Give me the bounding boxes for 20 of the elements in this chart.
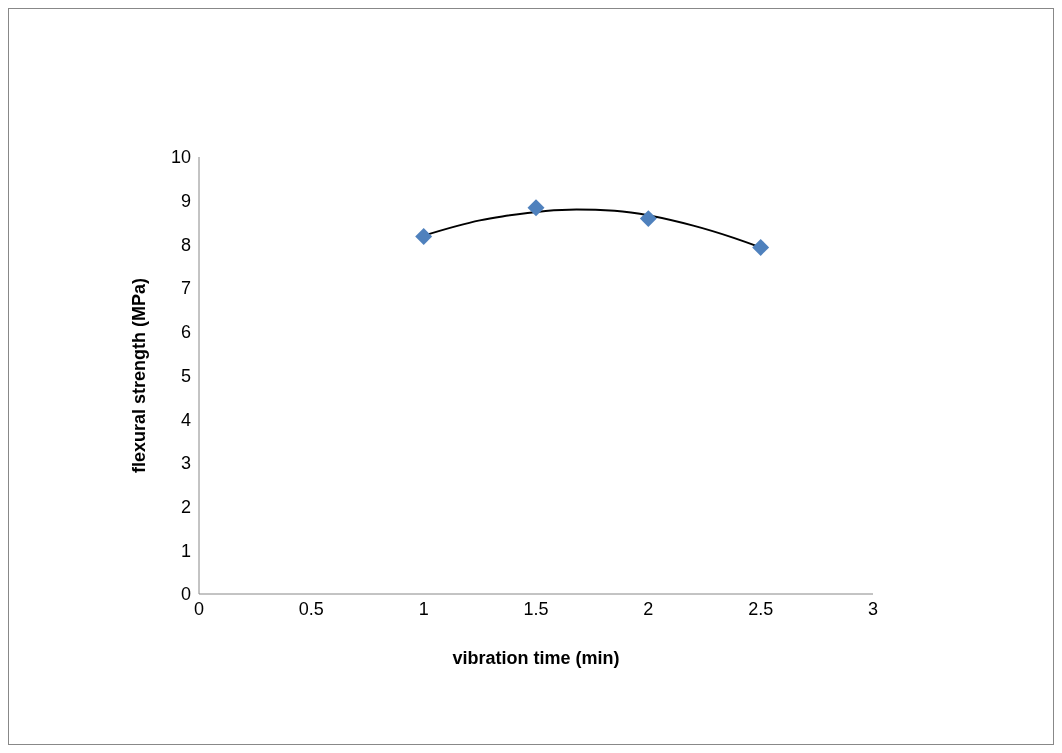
y-tick-label: 4 [180, 409, 191, 430]
x-tick-label: 2 [643, 598, 654, 619]
x-axis-title: vibration time (min) [452, 648, 620, 668]
y-tick-label: 10 [170, 147, 191, 168]
y-tick-label: 6 [180, 322, 191, 343]
y-tick-label: 1 [180, 540, 191, 561]
y-tick-label: 8 [180, 234, 191, 255]
x-tick-label: 1.5 [523, 598, 549, 619]
y-tick-label: 0 [180, 584, 191, 605]
y-tick-label: 7 [180, 278, 191, 299]
x-tick-label: 0 [193, 598, 205, 619]
y-tick-label: 9 [180, 191, 191, 212]
y-axis-title: flexural strength (MPa) [129, 277, 150, 474]
x-tick-label: 0.5 [298, 598, 324, 619]
y-tick-label: 2 [180, 496, 191, 517]
x-tick-label: 1 [418, 598, 429, 619]
x-tick-label: 2.5 [748, 598, 774, 619]
x-tick-label: 3 [867, 598, 879, 619]
y-tick-label: 3 [180, 453, 191, 474]
y-tick-label: 5 [180, 365, 191, 386]
